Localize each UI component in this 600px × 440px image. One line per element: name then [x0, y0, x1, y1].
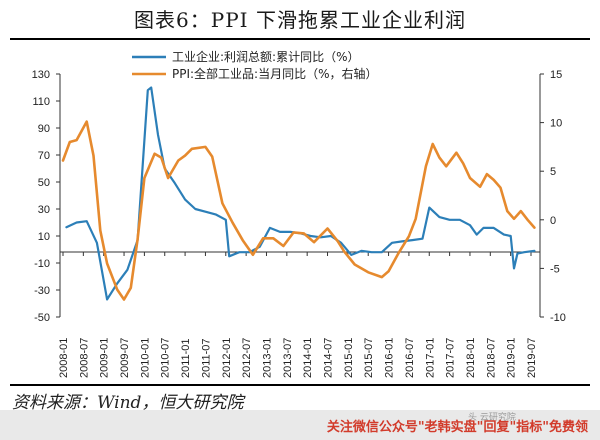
- left-tick-label: -10: [34, 258, 50, 270]
- right-y-axis: 15 10 5 0 -5 -10: [540, 69, 566, 324]
- x-tick-label: 2018-07: [485, 338, 497, 378]
- right-tick-label: 15: [550, 69, 562, 81]
- x-tick-label: 2018-01: [465, 338, 477, 378]
- ppi-series-line: [61, 120, 536, 301]
- x-tick-label: 2014-01: [302, 338, 314, 378]
- profit-series-line: [65, 86, 536, 301]
- x-tick-label: 2015-01: [343, 338, 355, 378]
- left-tick-label: -50: [34, 312, 50, 324]
- x-tick-label: 2011-07: [200, 338, 212, 378]
- left-tick-label: 110: [32, 96, 50, 108]
- right-tick-label: -10: [550, 312, 566, 324]
- x-tick-label: 2010-07: [160, 338, 172, 378]
- x-tick-label: 2011-01: [180, 338, 192, 378]
- x-tick-label: 2019-01: [506, 338, 518, 378]
- footer-banner: 头 云研究院 关注微信公众号"老韩实盘"回复"指标"免费领: [0, 410, 600, 440]
- x-tick-label: 2012-01: [221, 338, 233, 378]
- right-tick-label: 0: [550, 215, 556, 227]
- right-tick-label: 5: [550, 166, 556, 178]
- x-tick-label: 2008-07: [78, 338, 90, 378]
- legend-label: PPI:全部工业品:当月同比（%，右轴）: [172, 66, 378, 81]
- x-tick-label: 2014-07: [323, 338, 335, 378]
- right-tick-label: 10: [550, 118, 562, 130]
- x-tick-label: 2009-01: [99, 338, 111, 378]
- x-tick-label: 2016-01: [384, 338, 396, 378]
- legend-label: 工业企业:利润总额:累计同比（%）: [172, 49, 360, 64]
- x-tick-label: 2010-01: [139, 338, 151, 378]
- left-tick-label: 30: [38, 204, 50, 216]
- x-tick-label: 2012-07: [241, 338, 253, 378]
- x-tick-label: 2013-01: [261, 338, 273, 378]
- plot-area: [59, 74, 541, 317]
- x-tick-label: 2015-07: [363, 338, 375, 378]
- left-tick-label: 50: [38, 177, 50, 189]
- left-tick-label: 10: [38, 231, 50, 243]
- left-tick-label: 130: [32, 69, 50, 81]
- right-tick-label: -5: [550, 263, 560, 275]
- x-tick-label: 2016-07: [404, 338, 416, 378]
- x-tick-label: 2017-07: [445, 338, 457, 378]
- x-tick-label: 2009-07: [119, 338, 131, 378]
- chart-title: 图表6：PPI 下滑拖累工业企业利润: [134, 8, 466, 32]
- left-tick-label: 70: [38, 150, 50, 162]
- watermark-text: 头 云研究院: [468, 413, 516, 423]
- source-note: 资料来源：Wind，恒大研究院: [12, 393, 244, 413]
- x-tick-label: 2008-01: [58, 338, 70, 378]
- legend: 工业企业:利润总额:累计同比（%） PPI:全部工业品:当月同比（%，右轴）: [132, 49, 378, 81]
- left-tick-label: -30: [34, 285, 50, 297]
- title-rule: [10, 38, 590, 40]
- x-tick-label: 2013-07: [282, 338, 294, 378]
- x-tick-label: 2019-07: [526, 338, 538, 378]
- footer-promo-text: 关注微信公众号"老韩实盘"回复"指标"免费领: [326, 420, 588, 435]
- source-rule: [10, 384, 590, 386]
- left-y-axis: 130 110 90 70 50 30 10 -10 -30 -50: [32, 69, 60, 324]
- x-axis: 2008-01 2008-07 2009-01 2009-07 2010-01 2010-…: [58, 252, 538, 378]
- left-tick-label: 90: [38, 123, 50, 135]
- x-tick-label: 2017-01: [424, 338, 436, 378]
